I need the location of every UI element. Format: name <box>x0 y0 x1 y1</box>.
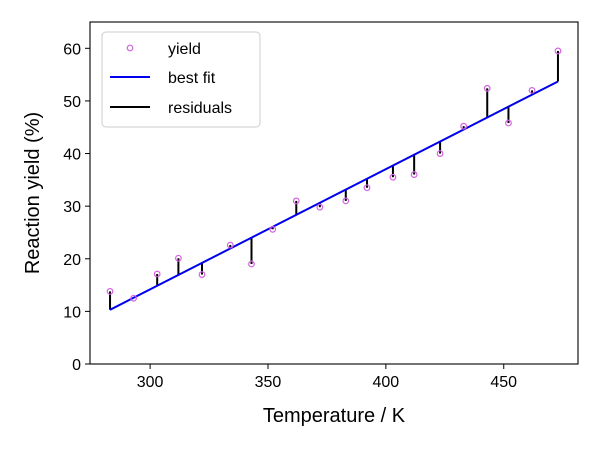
y-tick-label: 30 <box>63 199 81 216</box>
data-point <box>528 86 536 94</box>
legend: yield best fit residuals <box>101 31 261 128</box>
x-tick-label: 350 <box>255 374 282 391</box>
y-tick-label: 60 <box>63 41 81 58</box>
x-axis-label: Temperature / K <box>263 405 406 427</box>
data-point <box>389 173 397 181</box>
data-point <box>153 270 161 278</box>
data-point <box>342 197 350 205</box>
data-point <box>316 203 324 211</box>
y-tick-label: 50 <box>63 94 81 111</box>
data-point <box>436 150 444 157</box>
y-tick-label: 10 <box>63 304 81 321</box>
fit-layer <box>109 80 559 311</box>
legend-label-yield: yield <box>168 41 201 58</box>
data-point <box>483 84 491 92</box>
legend-box <box>101 31 261 128</box>
data-point <box>363 184 371 192</box>
data-point <box>505 119 512 127</box>
data-point <box>175 254 182 262</box>
legend-label-residuals: residuals <box>168 100 232 117</box>
data-point <box>269 225 277 233</box>
legend-marker-yield <box>126 44 134 52</box>
y-tick-label: 0 <box>72 357 81 374</box>
data-point <box>292 197 300 205</box>
y-axis-label: Reaction yield (%) <box>22 112 44 274</box>
data-point <box>460 122 468 130</box>
data-point <box>554 47 562 55</box>
data-point <box>130 294 138 302</box>
y-tick-label: 40 <box>63 147 81 164</box>
x-tick-label: 400 <box>373 374 400 391</box>
best-fit-line <box>109 80 559 311</box>
data-point <box>226 241 234 249</box>
points-layer <box>106 47 562 302</box>
x-axis-ticks: 300 350 400 450 <box>137 364 517 391</box>
x-tick-label: 300 <box>137 374 164 391</box>
data-point <box>248 260 255 268</box>
x-tick-label: 450 <box>490 374 517 391</box>
data-point <box>410 171 418 178</box>
y-axis-ticks: 0 10 20 30 40 50 60 <box>63 41 90 374</box>
data-point <box>198 271 206 278</box>
legend-label-best-fit: best fit <box>168 70 216 87</box>
plot-frame <box>89 21 579 365</box>
y-tick-label: 20 <box>63 252 81 269</box>
data-point <box>106 287 114 295</box>
